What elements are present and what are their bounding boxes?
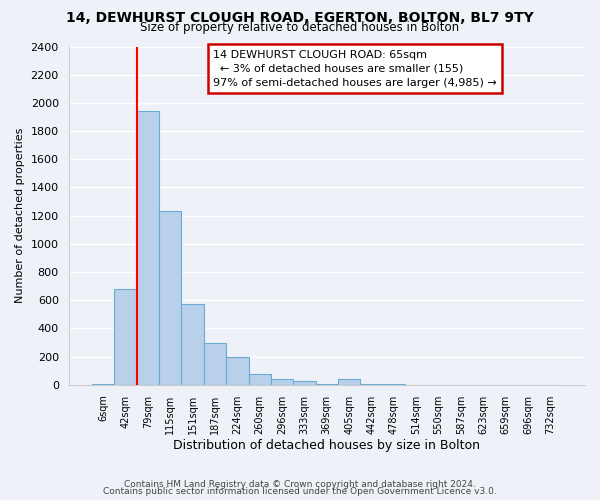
Bar bbox=[338, 380, 361, 385]
Y-axis label: Number of detached properties: Number of detached properties bbox=[15, 128, 25, 304]
Bar bbox=[293, 382, 316, 385]
Bar bbox=[361, 384, 383, 385]
Bar bbox=[248, 374, 271, 385]
Text: 14, DEWHURST CLOUGH ROAD, EGERTON, BOLTON, BL7 9TY: 14, DEWHURST CLOUGH ROAD, EGERTON, BOLTO… bbox=[66, 11, 534, 25]
Text: Contains HM Land Registry data © Crown copyright and database right 2024.: Contains HM Land Registry data © Crown c… bbox=[124, 480, 476, 489]
Bar bbox=[226, 358, 248, 385]
Bar bbox=[115, 289, 137, 385]
Bar bbox=[271, 378, 293, 385]
Bar bbox=[92, 384, 115, 385]
Bar bbox=[159, 212, 181, 385]
Bar bbox=[316, 384, 338, 385]
X-axis label: Distribution of detached houses by size in Bolton: Distribution of detached houses by size … bbox=[173, 440, 480, 452]
Bar bbox=[204, 342, 226, 385]
Text: Contains public sector information licensed under the Open Government Licence v3: Contains public sector information licen… bbox=[103, 488, 497, 496]
Text: Size of property relative to detached houses in Bolton: Size of property relative to detached ho… bbox=[140, 22, 460, 35]
Bar bbox=[383, 384, 405, 385]
Text: 14 DEWHURST CLOUGH ROAD: 65sqm
  ← 3% of detached houses are smaller (155)
97% o: 14 DEWHURST CLOUGH ROAD: 65sqm ← 3% of d… bbox=[213, 50, 497, 88]
Bar bbox=[137, 112, 159, 385]
Bar bbox=[181, 304, 204, 385]
